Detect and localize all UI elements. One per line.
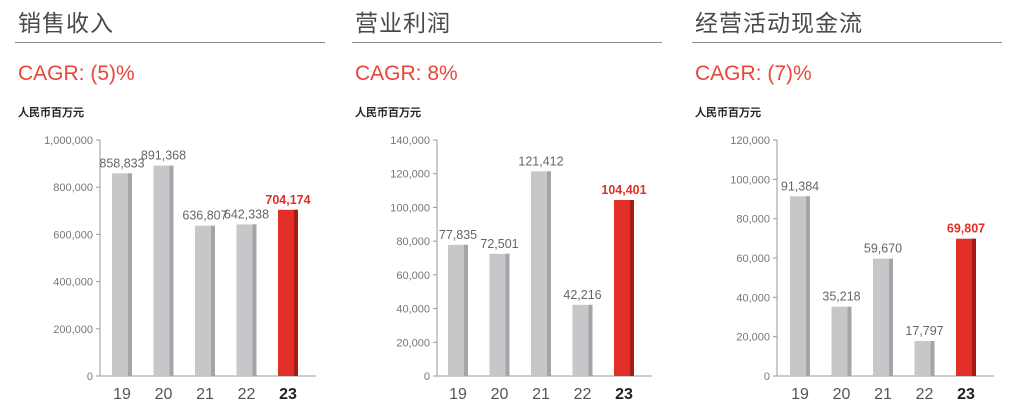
bar (956, 238, 976, 376)
y-tick-label: 600,000 (53, 229, 93, 241)
chart-title: 销售收入 (18, 11, 114, 37)
bar-value-label: 42,216 (563, 288, 601, 302)
bar (153, 165, 174, 376)
unit-label: 人民币百万元 (695, 106, 761, 119)
x-category-label: 19 (449, 386, 467, 403)
bar-value-label: 72,501 (480, 237, 518, 251)
bar (489, 253, 510, 376)
y-tick-label: 60,000 (736, 253, 770, 265)
y-tick-label: 0 (424, 371, 430, 383)
unit-label: 人民币百万元 (18, 106, 84, 119)
bar-shade (889, 258, 893, 376)
bar-shade (128, 173, 132, 376)
bar-shade (294, 209, 298, 376)
y-tick-label: 120,000 (730, 135, 770, 147)
bar (278, 209, 298, 376)
x-category-label: 22 (574, 386, 592, 403)
bar (831, 306, 852, 376)
x-category-label: 20 (491, 386, 509, 403)
y-tick-label: 1,000,000 (44, 135, 93, 147)
x-category-label: 23 (615, 386, 633, 403)
bar (112, 173, 132, 376)
y-tick-label: 200,000 (53, 324, 93, 336)
x-category-label: 21 (532, 386, 550, 403)
x-category-label: 23 (279, 386, 297, 403)
y-tick-label: 140,000 (390, 135, 430, 147)
bar-value-label: 858,833 (99, 156, 144, 170)
cagr-label: CAGR: (5)% (18, 62, 135, 85)
y-tick-label: 40,000 (396, 304, 430, 316)
bar-shade (547, 171, 551, 376)
title-divider (352, 42, 662, 43)
bar (236, 224, 257, 376)
chart-panel-operating-cash-flow: 经营活动现金流 CAGR: (7)% 人民币百万元 0 20,000 40,000 6… (692, 0, 1002, 413)
bar-value-label: 69,807 (947, 222, 985, 236)
bar-shade (169, 165, 174, 376)
bar-value-label: 642,338 (224, 207, 269, 221)
bar-shade (505, 253, 510, 376)
y-tick-label: 100,000 (390, 202, 430, 214)
bar-shade (630, 200, 634, 376)
bar (614, 200, 634, 376)
title-divider (15, 42, 325, 43)
chart-title: 营业利润 (355, 11, 451, 37)
y-tick-label: 0 (87, 371, 93, 383)
x-category-label: 20 (155, 386, 173, 403)
chart-panel-operating-profit: 营业利润 CAGR: 8% 人民币百万元 0 20,000 40,000 60,000… (352, 0, 662, 413)
bar-chart-operating-profit: 0 20,000 40,000 60,000 80,000 100,000 120,000 1… (390, 135, 652, 403)
x-category-label: 20 (833, 386, 851, 403)
bar-value-label: 77,835 (439, 228, 477, 242)
chart-panel-sales-revenue: 销售收入 CAGR: (5)% 人民币百万元 0 200,000 400,000 60… (15, 0, 325, 413)
unit-label: 人民币百万元 (355, 106, 421, 119)
bar (531, 171, 551, 376)
bar (572, 304, 593, 376)
y-tick-label: 40,000 (736, 292, 770, 304)
bar-value-label: 704,174 (265, 193, 310, 207)
y-tick-label: 20,000 (736, 332, 770, 344)
bar-value-label: 17,797 (905, 324, 943, 338)
bar-value-label: 91,384 (781, 179, 819, 193)
bar-shade (806, 196, 810, 376)
bar-shade (972, 238, 976, 376)
bar-value-label: 59,670 (864, 242, 902, 256)
bar-chart-sales-revenue: 0 200,000 400,000 600,000 800,000 1,000,000 85… (44, 135, 316, 403)
bar-value-label: 121,412 (518, 154, 563, 168)
y-tick-label: 100,000 (730, 174, 770, 186)
y-tick-label: 120,000 (390, 169, 430, 181)
bar-shade (930, 340, 935, 376)
chart-title: 经营活动现金流 (695, 11, 863, 37)
bar-chart-operating-cash-flow: 0 20,000 40,000 60,000 80,000 100,000 120,000 9… (730, 135, 994, 403)
cagr-label: CAGR: 8% (355, 62, 458, 85)
y-tick-label: 0 (764, 371, 770, 383)
x-category-label: 22 (238, 386, 256, 403)
x-category-label: 21 (196, 386, 214, 403)
x-category-label: 19 (791, 386, 809, 403)
bar-shade (252, 224, 257, 376)
y-tick-label: 400,000 (53, 277, 93, 289)
y-tick-label: 800,000 (53, 182, 93, 194)
y-tick-label: 80,000 (396, 236, 430, 248)
y-tick-label: 80,000 (736, 214, 770, 226)
bar-value-label: 104,401 (601, 183, 646, 197)
x-category-label: 22 (916, 386, 934, 403)
bar-value-label: 636,807 (182, 209, 227, 223)
bar (873, 258, 893, 376)
bar-shade (588, 304, 593, 376)
y-tick-label: 60,000 (396, 270, 430, 282)
title-divider (692, 42, 1002, 43)
x-category-label: 21 (874, 386, 892, 403)
cagr-label: CAGR: (7)% (695, 62, 812, 85)
bar (790, 196, 810, 376)
bar-shade (847, 306, 852, 376)
bar-shade (211, 225, 215, 376)
bar-value-label: 35,218 (822, 290, 860, 304)
y-tick-label: 20,000 (396, 337, 430, 349)
bar (914, 340, 935, 376)
bar-value-label: 891,368 (141, 149, 186, 163)
bar-shade (464, 244, 468, 376)
x-category-label: 23 (957, 386, 975, 403)
bar (195, 225, 215, 376)
bar (448, 244, 468, 376)
x-category-label: 19 (113, 386, 131, 403)
